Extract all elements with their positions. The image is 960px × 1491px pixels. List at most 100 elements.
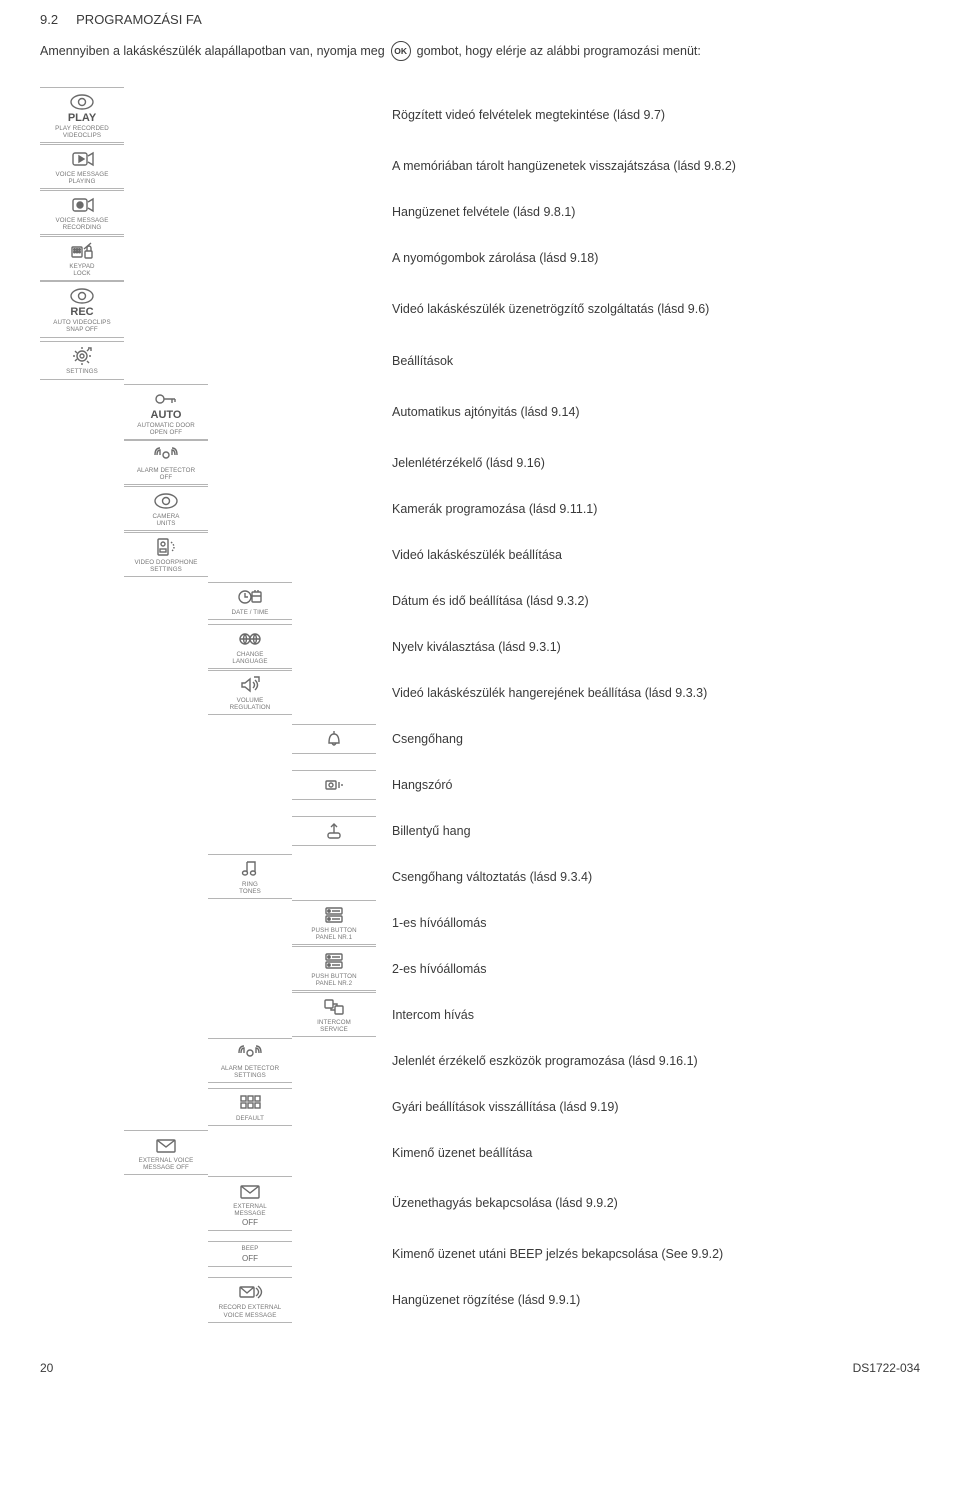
section-header: 9.2 PROGRAMOZÁSI FA <box>40 12 920 27</box>
cell-sub-label: CHANGELANGUAGE <box>232 651 267 665</box>
tree-description: A memóriában tárolt hangüzenetek visszaj… <box>376 159 920 173</box>
ok-button-icon: OK <box>391 41 411 61</box>
tree-row: BEEPOFF Kimenő üzenet utáni BEEP jelzés b… <box>40 1231 920 1277</box>
tree-row: AUTOAUTOMATIC DOOROPEN OFFAutomatikus aj… <box>40 384 920 440</box>
cell-sub-label: KEYPADLOCK <box>69 263 94 277</box>
doorphone-icon <box>151 536 181 558</box>
tree-row: CHANGELANGUAGE Nyelv kiválasztása (lásd 9… <box>40 624 920 670</box>
tree-row: DATE / TIMEDátum és idő beállítása (lásd… <box>40 578 920 624</box>
tree-description: Nyelv kiválasztása (lásd 9.3.1) <box>376 640 920 654</box>
eye-icon <box>67 285 97 307</box>
bell-icon <box>319 728 349 750</box>
volume-icon <box>235 674 265 696</box>
cell-off-label: OFF <box>242 1218 258 1227</box>
tree-description: Gyári beállítások visszállítása (lásd 9.… <box>376 1100 920 1114</box>
tree-description: Beállítások <box>376 354 920 368</box>
tree-description: Automatikus ajtónyitás (lásd 9.14) <box>376 405 920 419</box>
cell-sub-label: ALARM DETECTOROFF <box>137 467 195 481</box>
tree-node: RECORD EXTERNALVOICE MESSAGE <box>208 1277 292 1322</box>
cell-sub-label: VOICE MESSAGEPLAYING <box>56 171 109 185</box>
tree-row: RINGTONES Csengőhang változtatás (lásd 9.… <box>40 854 920 900</box>
tree-description: Csengőhang <box>376 732 920 746</box>
tree-description: Hangüzenet rögzítése (lásd 9.9.1) <box>376 1293 920 1307</box>
cell-sub-label: AUTO VIDEOCLIPSSNAP OFF <box>53 319 110 333</box>
intercom-icon <box>319 996 349 1018</box>
intro-after: gombot, hogy elérje az alábbi programozá… <box>417 44 701 58</box>
tree-row: EXTERNALMESSAGEOFF Üzenethagyás bekapcsol… <box>40 1176 920 1231</box>
tree-node <box>292 816 376 846</box>
tree-node: DATE / TIME <box>208 582 292 620</box>
cell-sub-label: VOICE MESSAGERECORDING <box>56 217 109 231</box>
tree-node: VOICE MESSAGEPLAYING <box>40 144 124 189</box>
tree-node: CHANGELANGUAGE <box>208 624 292 669</box>
tree-row: Billentyű hang <box>40 808 920 854</box>
speaker-icon <box>319 774 349 796</box>
tree-row: PLAYPLAY RECORDEDVIDEOCLIPSRögzített vid… <box>40 87 920 143</box>
tree-description: Üzenethagyás bekapcsolása (lásd 9.9.2) <box>376 1196 920 1210</box>
gear-icon <box>67 345 97 367</box>
tree-node: ALARM DETECTORSETTINGS <box>208 1038 292 1083</box>
tree-description: Csengőhang változtatás (lásd 9.3.4) <box>376 870 920 884</box>
record-env-icon <box>235 1281 265 1303</box>
tree-description: 2-es hívóállomás <box>376 962 920 976</box>
tree-row: CAMERAUNITSKamerák programozása (lásd 9.… <box>40 486 920 532</box>
tree-description: Kimenő üzenet beállítása <box>376 1146 920 1160</box>
cell-big-label: PLAY <box>68 113 96 124</box>
tree-row: Csengőhang <box>40 716 920 762</box>
tree-node: VOLUMEREGULATION <box>208 670 292 715</box>
tree-description: Jelenlétérzékelő (lásd 9.16) <box>376 456 920 470</box>
tree-node: RECAUTO VIDEOCLIPSSNAP OFF <box>40 281 124 337</box>
datetime-icon <box>235 586 265 608</box>
cell-sub-label: SETTINGS <box>66 368 98 375</box>
tree-description: A nyomógombok zárolása (lásd 9.18) <box>376 251 920 265</box>
tree-description: Rögzített videó felvételek megtekintése … <box>376 108 920 122</box>
alarm-icon <box>151 444 181 466</box>
tree-description: Intercom hívás <box>376 1008 920 1022</box>
tree-description: Videó lakáskészülék beállítása <box>376 548 920 562</box>
tree-row: INTERCOMSERVICEIntercom hívás <box>40 992 920 1038</box>
envelope-icon <box>151 1134 181 1156</box>
tree-row: PUSH BUTTONPANEL NR.1 1-es hívóállomás <box>40 900 920 946</box>
cell-sub-label: ALARM DETECTORSETTINGS <box>221 1065 279 1079</box>
cell-sub-label: DATE / TIME <box>232 609 269 616</box>
section-number: 9.2 <box>40 12 58 27</box>
tree-node: PUSH BUTTONPANEL NR.2 <box>292 946 376 991</box>
tree-node: ALARM DETECTOROFF <box>124 440 208 485</box>
cell-sub-label: VIDEO DOORPHONESETTINGS <box>134 559 197 573</box>
tree-node: KEYPADLOCK <box>40 236 124 281</box>
tree-row: ALARM DETECTORSETTINGSJelenlét érzékelő … <box>40 1038 920 1084</box>
cell-sub-label: RINGTONES <box>239 881 261 895</box>
tree-row: VOICE MESSAGERECORDINGHangüzenet felvéte… <box>40 189 920 235</box>
tree-description: Videó lakáskészülék hangerejének beállít… <box>376 686 920 700</box>
message-off-icon <box>235 1180 265 1202</box>
tree-node: VOICE MESSAGERECORDING <box>40 190 124 235</box>
tree-row: VOLUMEREGULATION Videó lakáskészülék hang… <box>40 670 920 716</box>
tree-description: Kamerák programozása (lásd 9.11.1) <box>376 502 920 516</box>
tree-node: DEFAULT <box>208 1088 292 1126</box>
cell-sub-label: DEFAULT <box>236 1115 264 1122</box>
tree-node <box>292 770 376 800</box>
intro-line: Amennyiben a lakáskészülék alapállapotba… <box>40 41 920 61</box>
tree-row: RECORD EXTERNALVOICE MESSAGE Hangüzenet r… <box>40 1277 920 1323</box>
tree-row: VIDEO DOORPHONESETTINGS Videó lakáskészül… <box>40 532 920 578</box>
tree-description: Kimenő üzenet utáni BEEP jelzés bekapcso… <box>376 1247 920 1261</box>
cell-sub-label: PUSH BUTTONPANEL NR.1 <box>311 927 356 941</box>
tree-node: BEEPOFF <box>208 1241 292 1266</box>
tree-description: 1-es hívóállomás <box>376 916 920 930</box>
tree-row: Hangszóró <box>40 762 920 808</box>
tree-description: Billentyű hang <box>376 824 920 838</box>
cell-sub-label: AUTOMATIC DOOROPEN OFF <box>137 422 195 436</box>
panel-icon <box>319 904 349 926</box>
cell-sub-label: RECORD EXTERNALVOICE MESSAGE <box>219 1304 282 1318</box>
tree-node: INTERCOMSERVICE <box>292 992 376 1037</box>
voice-play-icon <box>67 148 97 170</box>
language-icon <box>235 628 265 650</box>
tree-node: RINGTONES <box>208 854 292 899</box>
tree-node: SETTINGS <box>40 341 124 379</box>
section-title: PROGRAMOZÁSI FA <box>76 12 202 27</box>
cell-sub-label: EXTERNALMESSAGE <box>233 1203 266 1217</box>
tree-description: Hangszóró <box>376 778 920 792</box>
music-icon <box>235 858 265 880</box>
page-number: 20 <box>40 1361 53 1375</box>
cell-sub-label: PUSH BUTTONPANEL NR.2 <box>311 973 356 987</box>
